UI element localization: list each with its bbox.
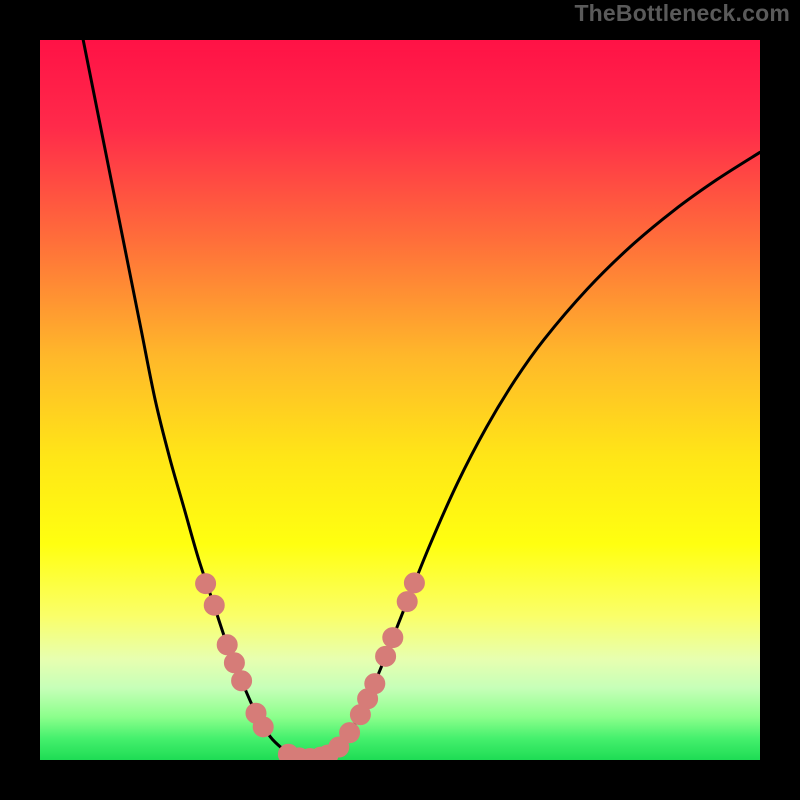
marker-3 [224, 653, 244, 673]
marker-16 [365, 674, 385, 694]
marker-18 [383, 628, 403, 648]
marker-1 [204, 595, 224, 615]
marker-13 [340, 723, 360, 743]
bottleneck-chart [0, 0, 800, 800]
marker-19 [397, 592, 417, 612]
watermark-text: TheBottleneck.com [574, 0, 790, 27]
marker-20 [404, 573, 424, 593]
marker-6 [253, 717, 273, 737]
marker-0 [196, 574, 216, 594]
plot-background [40, 40, 760, 760]
marker-4 [232, 671, 252, 691]
marker-2 [217, 635, 237, 655]
marker-17 [376, 646, 396, 666]
